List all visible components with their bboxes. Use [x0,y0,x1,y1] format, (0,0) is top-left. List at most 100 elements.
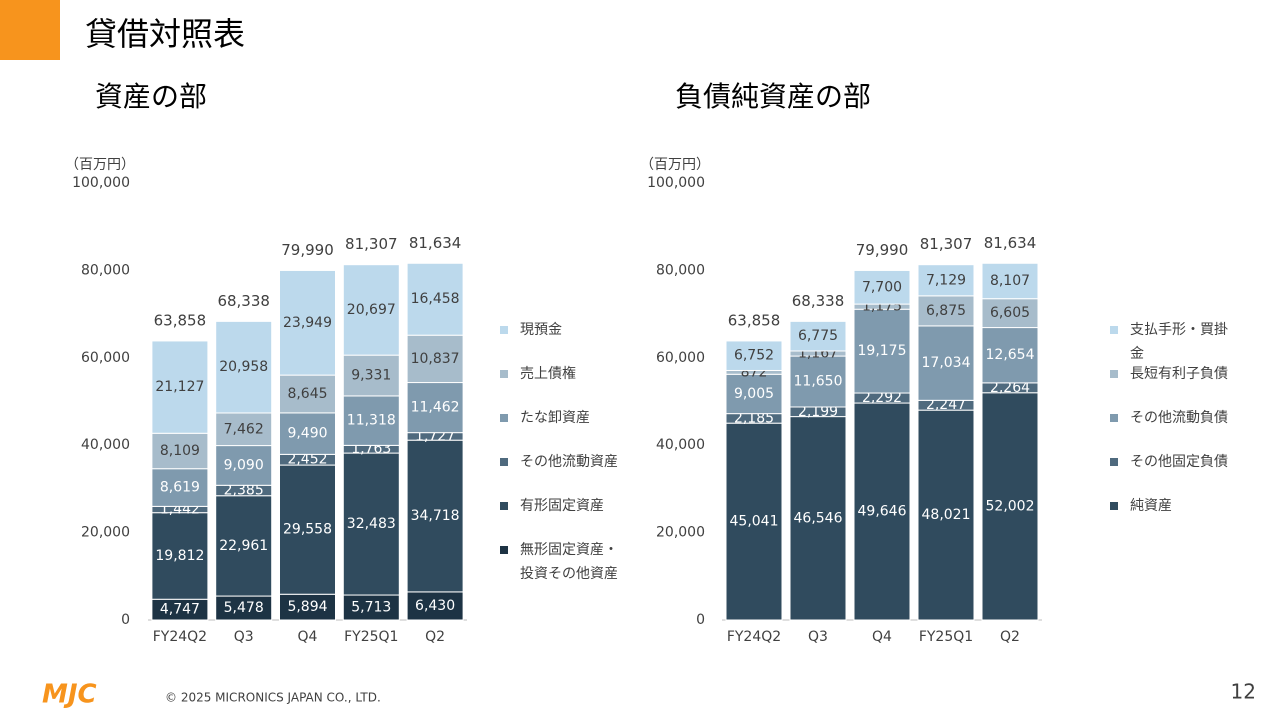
bar-segment [725,373,783,415]
data-label: 29,558 [283,522,332,538]
data-label: 5,478 [224,600,264,616]
bar-segment [725,340,783,371]
data-label: 7,129 [926,272,966,288]
data-label: 2,292 [862,390,902,406]
data-label: 6,605 [990,305,1030,321]
data-label: 5,894 [287,599,327,615]
chart-title: 負債純資産の部 [675,80,871,113]
legend-label: 売上債権 [520,366,576,382]
bar-segment [215,495,273,597]
bar-segment [406,382,464,434]
data-label: 2,385 [224,483,264,499]
data-label: 8,619 [160,480,200,496]
data-label: 22,961 [219,538,268,554]
data-label: 21,127 [155,379,204,395]
total-label: 79,990 [856,241,909,259]
data-label: 2,264 [990,380,1030,396]
bar-segment [215,320,273,414]
data-label: 6,775 [798,328,838,344]
bar-segment [981,327,1039,384]
data-label: 7,700 [862,279,902,295]
data-label: 32,483 [347,516,396,532]
data-label: 16,458 [411,291,460,307]
legend-label: 無形固定資産・投資その他資産 [520,542,618,582]
data-label: 49,646 [858,504,907,520]
bar-segment [215,445,273,486]
x-tick-label: Q2 [1000,629,1020,645]
bar-segment [789,355,847,408]
bar-segment [279,374,336,414]
x-tick-label: Q4 [298,629,318,645]
page-title: 貸借対照表 [85,15,245,53]
data-label: 11,650 [794,374,843,390]
data-label: 45,041 [730,514,779,530]
data-label: 10,837 [411,351,460,367]
x-tick-label: FY25Q1 [919,629,973,645]
data-label: 8,107 [990,273,1030,289]
y-tick-label: 100,000 [647,175,705,191]
total-label: 81,307 [920,235,973,253]
legend-label: たな卸資産 [520,410,590,426]
legend-swatch [500,458,508,466]
legend-item: 純資産 [1110,498,1230,518]
legend-swatch [1110,502,1118,510]
data-label: 2,185 [734,410,774,426]
total-label: 68,338 [217,292,270,310]
copyright: © 2025 MICRONICS JAPAN CO., LTD. [165,691,381,705]
bar-segment [917,325,975,401]
data-label: 8,109 [160,443,200,459]
data-label: 12,654 [986,347,1035,363]
total-label: 81,307 [345,235,398,253]
legend-label: その他固定負債 [1130,454,1228,470]
bar-segment [342,395,400,446]
data-label: 9,005 [734,386,774,402]
legend-swatch [500,370,508,378]
chart-title: 資産の部 [95,80,207,113]
data-label: 6,875 [926,303,966,319]
legend-swatch [1110,414,1118,422]
legend-swatch [1110,326,1118,334]
bar-segment [342,594,400,621]
legend-item: 支払手形・買掛金 [1110,322,1230,366]
y-tick-label: 60,000 [656,350,705,366]
bar-segment [917,295,975,327]
data-label: 19,175 [858,343,907,359]
bar-segment [151,468,209,507]
y-tick-label: 20,000 [81,525,130,541]
total-label: 63,858 [728,311,781,329]
legend-item: 現預金 [500,322,620,342]
legend-label: 現預金 [520,322,562,338]
x-tick-label: Q3 [808,629,828,645]
x-tick-label: Q3 [234,629,254,645]
bar-segment [917,264,975,297]
header-accent [0,0,60,60]
y-tick-label: 40,000 [656,437,705,453]
legend-item: たな卸資産 [500,410,620,430]
data-label: 20,958 [219,359,268,375]
y-tick-label: 0 [121,612,130,628]
unit-label: （百万円） [640,157,710,173]
data-label: 20,697 [347,302,396,318]
bar-segment [981,298,1039,329]
data-label: 11,318 [347,413,396,429]
legend-swatch [500,414,508,422]
bar-segment [215,412,273,447]
data-label: 48,021 [922,507,971,523]
bar-segment [853,402,911,621]
y-tick-label: 40,000 [81,437,130,453]
y-tick-label: 80,000 [81,262,130,278]
page-number: 12 [1231,680,1256,704]
legend-label: 支払手形・買掛金 [1130,322,1228,362]
bar-segment [406,262,464,336]
legend-label: その他流動負債 [1130,410,1228,426]
legend-item: 売上債権 [500,366,620,386]
bar-segment [151,340,209,434]
legend-label: 有形固定資産 [520,498,604,514]
unit-label: （百万円） [65,157,135,173]
data-label: 7,462 [224,421,264,437]
legend-label: 長短有利子負債 [1130,366,1228,382]
bar-segment [342,264,400,356]
legend-label: その他流動資産 [520,454,618,470]
